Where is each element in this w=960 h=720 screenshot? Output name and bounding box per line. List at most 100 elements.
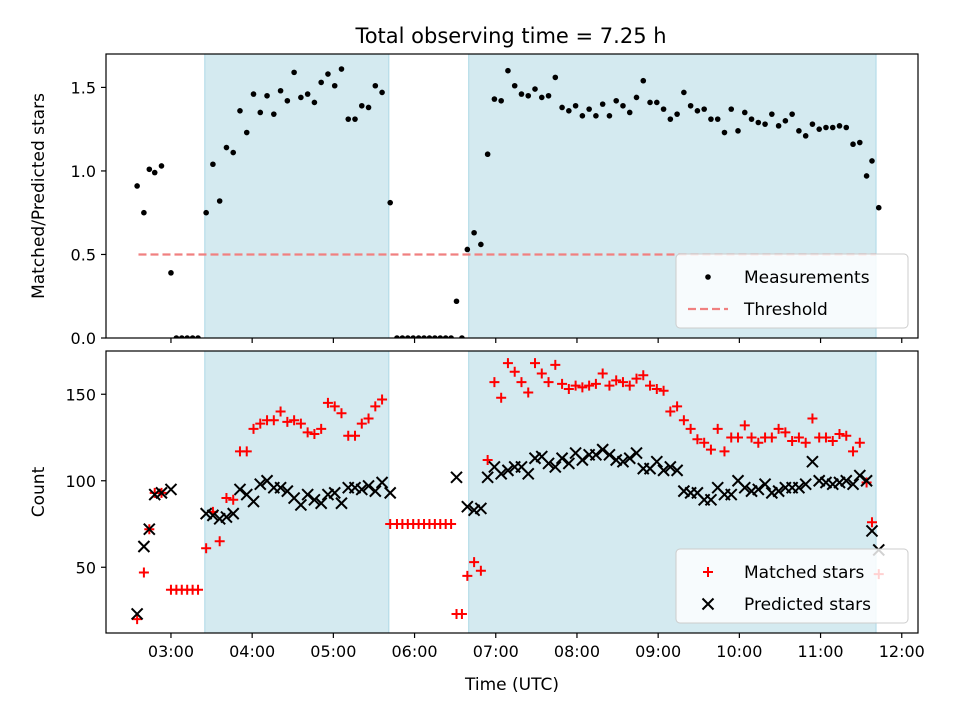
data-point xyxy=(545,92,552,99)
data-point xyxy=(203,209,209,216)
data-point xyxy=(562,457,576,470)
legend: Matched stars Predicted stars xyxy=(675,548,909,624)
observing-window xyxy=(204,54,389,338)
data-point xyxy=(358,102,365,109)
data-point xyxy=(275,406,286,417)
data-point xyxy=(223,144,230,151)
data-point xyxy=(603,448,616,462)
data-point xyxy=(685,423,696,434)
data-point xyxy=(542,457,555,470)
data-point xyxy=(863,173,870,179)
data-point xyxy=(525,92,532,99)
legend-label: Measurements xyxy=(744,268,870,288)
data-point xyxy=(394,335,400,338)
data-point xyxy=(448,335,454,338)
legend-label: Matched stars xyxy=(744,563,864,583)
data-point xyxy=(782,118,789,124)
data-point xyxy=(375,476,389,489)
data-point xyxy=(437,335,444,338)
data-point xyxy=(604,380,615,391)
data-point xyxy=(552,74,559,81)
data-point xyxy=(584,380,595,391)
data-point xyxy=(230,149,237,156)
legend-label: Threshold xyxy=(743,300,828,320)
data-point xyxy=(336,408,347,419)
axes-frame xyxy=(105,350,919,634)
data-point xyxy=(489,377,500,388)
data-point xyxy=(657,464,670,477)
legend-box xyxy=(675,253,909,329)
data-point xyxy=(748,116,755,122)
data-point xyxy=(227,507,240,520)
data-point xyxy=(338,66,345,72)
data-point xyxy=(302,427,313,438)
data-point xyxy=(624,380,635,391)
data-point xyxy=(793,432,804,443)
data-point xyxy=(557,378,568,389)
data-point xyxy=(304,91,311,97)
data-point xyxy=(248,423,259,434)
data-point xyxy=(247,495,260,508)
axes-frame xyxy=(105,53,919,339)
data-point xyxy=(356,418,367,429)
data-point xyxy=(626,109,633,116)
data-point xyxy=(670,464,684,477)
data-point xyxy=(478,241,484,248)
data-point xyxy=(372,82,379,89)
data-point xyxy=(738,481,751,494)
data-point xyxy=(606,113,613,119)
data-point xyxy=(869,158,875,164)
data-point xyxy=(543,377,554,388)
data-point xyxy=(708,116,714,122)
data-point xyxy=(352,116,358,122)
data-point xyxy=(291,69,297,76)
data-point xyxy=(498,97,504,104)
data-point xyxy=(762,121,768,127)
data-point xyxy=(522,467,535,481)
data-point xyxy=(816,126,823,132)
data-point xyxy=(823,124,829,131)
data-point xyxy=(857,139,863,146)
data-point xyxy=(241,446,252,457)
data-point xyxy=(482,454,493,465)
data-point xyxy=(827,435,838,446)
y-tick-label: 100 xyxy=(65,472,96,491)
legend: Measurements Threshold xyxy=(675,253,909,329)
data-point xyxy=(501,464,515,477)
data-point xyxy=(415,335,422,338)
data-point xyxy=(733,432,744,443)
data-point xyxy=(331,82,338,89)
data-point xyxy=(298,94,304,101)
data-point xyxy=(620,102,626,109)
data-point xyxy=(377,394,388,405)
data-point xyxy=(350,430,361,441)
data-point xyxy=(461,500,474,513)
figure-title: Total observing time = 7.25 h xyxy=(354,24,666,48)
data-point xyxy=(216,198,223,204)
data-point xyxy=(728,106,735,112)
data-point xyxy=(769,111,775,117)
data-point xyxy=(410,335,417,338)
data-point xyxy=(214,536,225,547)
data-point xyxy=(616,455,630,468)
data-point xyxy=(404,335,411,338)
data-point xyxy=(654,99,660,106)
data-point xyxy=(496,392,507,403)
data-point xyxy=(735,128,741,134)
data-point xyxy=(589,448,603,462)
data-point xyxy=(807,413,818,424)
data-point xyxy=(789,111,795,117)
data-point xyxy=(502,358,513,369)
data-point xyxy=(369,484,382,498)
data-point xyxy=(345,116,352,122)
data-point xyxy=(484,151,491,158)
data-point xyxy=(630,446,643,460)
data-point xyxy=(268,415,279,426)
data-point xyxy=(579,113,586,119)
data-point xyxy=(559,104,565,111)
data-point xyxy=(787,435,798,446)
data-point xyxy=(130,607,144,621)
data-point xyxy=(301,488,314,501)
series-matched-stars xyxy=(132,358,884,625)
